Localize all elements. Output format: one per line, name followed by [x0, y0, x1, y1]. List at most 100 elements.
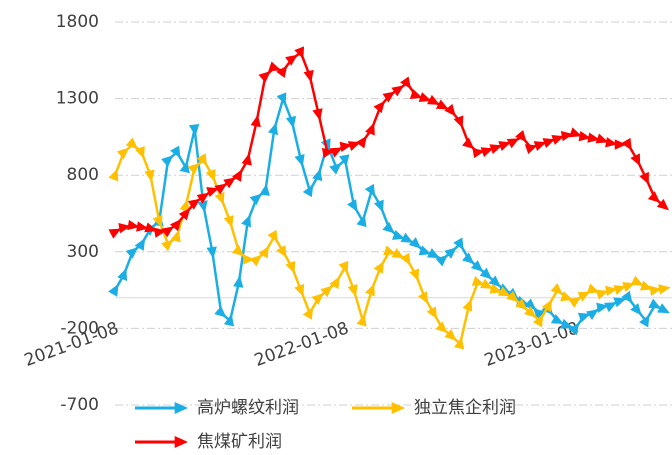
point-marker: [144, 169, 155, 183]
point-marker: [497, 286, 511, 297]
point-marker: [462, 298, 473, 312]
point-marker: [578, 130, 591, 142]
point-marker: [639, 314, 650, 328]
point-marker: [294, 46, 305, 60]
point-marker: [116, 147, 130, 160]
point-marker: [418, 92, 432, 103]
point-marker: [418, 245, 432, 256]
point-marker: [152, 214, 163, 228]
point-marker: [373, 261, 385, 274]
point-marker: [506, 138, 520, 149]
point-marker: [347, 141, 361, 152]
point-marker: [347, 284, 358, 297]
point-marker: [515, 129, 527, 143]
point-marker: [472, 147, 485, 159]
series: [108, 137, 671, 350]
y-tick-label: -200: [60, 318, 99, 338]
point-marker: [577, 291, 591, 302]
legend-label: 焦煤矿利润: [197, 432, 282, 452]
point-marker: [303, 69, 314, 83]
point-marker: [613, 297, 627, 308]
point-marker: [444, 329, 457, 341]
point-marker: [267, 122, 279, 136]
point-marker: [391, 85, 404, 97]
point-marker: [382, 91, 396, 103]
point-marker: [568, 322, 580, 336]
point-marker: [206, 246, 217, 259]
point-marker: [568, 296, 581, 308]
point-marker: [188, 124, 200, 137]
point-marker: [532, 314, 544, 328]
point-marker: [480, 278, 493, 289]
point-marker: [127, 219, 140, 231]
point-marker: [595, 289, 609, 300]
point-marker: [426, 306, 438, 320]
point-marker: [470, 260, 484, 272]
point-marker: [178, 208, 191, 221]
point-marker: [524, 306, 537, 318]
point-marker: [408, 237, 422, 249]
point-marker: [400, 76, 412, 89]
point-marker: [613, 285, 627, 296]
point-marker: [169, 218, 182, 232]
point-marker: [550, 313, 564, 324]
point-marker: [639, 171, 649, 185]
point-marker: [136, 221, 149, 232]
point-marker: [312, 108, 323, 121]
point-marker: [249, 254, 262, 267]
point-marker: [453, 237, 464, 251]
point-marker: [435, 321, 448, 333]
point-marker: [382, 221, 395, 234]
point-marker: [489, 144, 503, 155]
point-marker: [515, 298, 528, 311]
point-marker: [125, 247, 138, 259]
point-marker: [462, 252, 475, 265]
point-marker: [498, 141, 512, 152]
y-tick-label: 300: [67, 242, 99, 262]
point-marker: [302, 184, 314, 198]
point-marker: [605, 137, 618, 148]
point-marker: [214, 183, 227, 195]
point-marker: [355, 135, 367, 149]
point-marker: [400, 232, 414, 243]
point-marker: [630, 303, 642, 316]
point-marker: [268, 61, 281, 72]
point-marker: [223, 177, 236, 189]
point-marker: [356, 214, 367, 228]
point-marker: [409, 89, 423, 99]
point-marker: [170, 145, 181, 159]
point-marker: [400, 252, 411, 266]
point-marker: [161, 155, 174, 167]
point-marker: [356, 314, 367, 327]
point-marker: [339, 154, 350, 167]
point-marker: [161, 239, 174, 252]
point-marker: [524, 144, 538, 155]
y-tick-label: 1300: [56, 89, 99, 109]
point-marker: [294, 153, 305, 167]
point-marker: [471, 275, 485, 286]
point-marker: [604, 302, 617, 313]
point-marker: [417, 291, 429, 304]
point-marker: [339, 141, 352, 153]
point-marker: [586, 309, 599, 321]
point-marker: [144, 222, 158, 233]
point-marker: [595, 133, 609, 144]
point-marker: [117, 268, 128, 282]
legend-swatch-arrow: [391, 402, 405, 414]
point-marker: [435, 254, 448, 267]
point-marker: [373, 100, 385, 114]
legend-swatch-arrow: [174, 436, 188, 448]
point-marker: [614, 139, 627, 150]
point-marker: [196, 192, 210, 204]
point-marker: [125, 137, 138, 150]
point-marker: [658, 284, 671, 295]
point-marker: [560, 318, 573, 329]
point-marker: [329, 147, 343, 158]
point-marker: [187, 198, 201, 210]
point-marker: [179, 160, 190, 174]
point-marker: [232, 169, 243, 182]
point-marker: [329, 276, 340, 290]
point-marker: [108, 228, 122, 239]
point-marker: [206, 187, 219, 197]
point-marker: [276, 92, 287, 106]
